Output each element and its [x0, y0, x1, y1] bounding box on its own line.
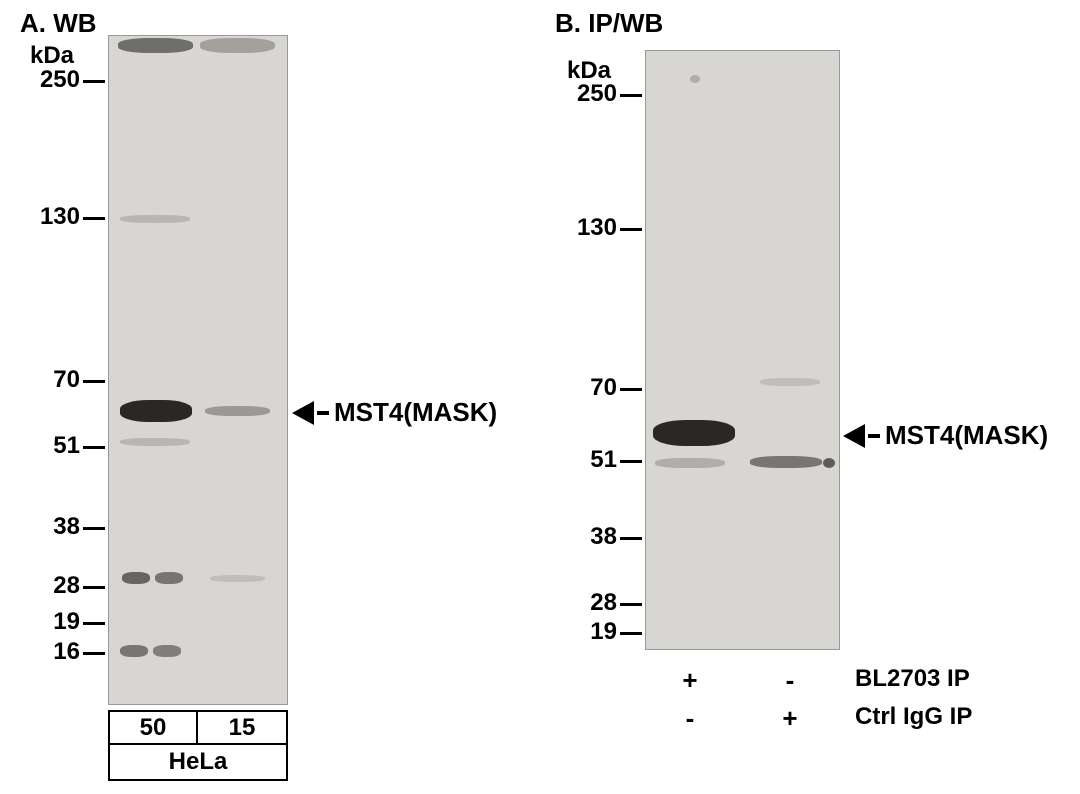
panel-b-tick	[620, 537, 642, 540]
panel-a-target-arrow: MST4(MASK)	[292, 397, 497, 428]
arrow-stem-icon	[868, 434, 880, 438]
panel-b-tick	[620, 460, 642, 463]
panel-a-tick	[83, 380, 105, 383]
band-b-main	[653, 420, 735, 446]
panel-a-cellline-label: HeLa	[169, 748, 228, 776]
panel-b-tick	[620, 603, 642, 606]
panel-b-marker-250: 250	[562, 80, 617, 108]
band-a-51below	[120, 438, 190, 446]
band-b-70	[760, 378, 820, 386]
panel-b-marker-130: 130	[562, 214, 617, 242]
panel-b-marker-38: 38	[577, 523, 617, 551]
panel-a-marker-51: 51	[40, 432, 80, 460]
band-a-28-2	[155, 572, 183, 584]
panel-b-marker-28: 28	[577, 589, 617, 617]
band-a-130	[120, 215, 190, 223]
panel-a-tick	[83, 446, 105, 449]
panel-a-target-text: MST4(MASK)	[334, 397, 497, 428]
panel-a-tick	[83, 80, 105, 83]
panel-a-marker-250: 250	[25, 66, 80, 94]
panel-b-marker-51: 51	[577, 446, 617, 474]
panel-b-marker-19: 19	[577, 618, 617, 646]
panel-a-tick	[83, 622, 105, 625]
western-blot-b	[645, 50, 840, 650]
panel-a-tick	[83, 527, 105, 530]
panel-b-marker-70: 70	[577, 374, 617, 402]
panel-a-title: A. WB	[20, 8, 97, 39]
ip-row1-label: BL2703 IP	[855, 665, 970, 693]
band-b-dot	[823, 458, 835, 468]
panel-a-marker-70: 70	[40, 366, 80, 394]
band-a-top-lane2	[200, 38, 275, 53]
panel-a-lane1-box: 50	[108, 710, 198, 745]
panel-b-tick	[620, 388, 642, 391]
ip-row1-lane1: +	[675, 665, 705, 696]
panel-a-tick	[83, 652, 105, 655]
arrow-head-icon	[843, 424, 865, 448]
panel-a-tick	[83, 586, 105, 589]
panel-b-tick	[620, 632, 642, 635]
panel-a-tick	[83, 217, 105, 220]
panel-a-cellline-box: HeLa	[108, 743, 288, 781]
western-blot-a	[108, 35, 288, 705]
band-a-main-lane1	[120, 400, 192, 422]
panel-a-marker-28: 28	[40, 572, 80, 600]
panel-a-marker-38: 38	[40, 513, 80, 541]
band-a-main-lane2	[205, 406, 270, 416]
panel-b-tick	[620, 94, 642, 97]
panel-a-marker-130: 130	[25, 203, 80, 231]
panel-b-target-arrow: MST4(MASK)	[843, 420, 1048, 451]
ip-row2-label: Ctrl IgG IP	[855, 703, 972, 731]
panel-a-lane2-box: 15	[196, 710, 288, 745]
panel-b-tick	[620, 228, 642, 231]
band-b-below2	[750, 456, 822, 468]
band-a-16-1	[120, 645, 148, 657]
panel-a-marker-16: 16	[40, 638, 80, 666]
band-a-28-1	[122, 572, 150, 584]
ip-row2-lane1: -	[675, 703, 705, 734]
panel-a-marker-19: 19	[40, 608, 80, 636]
arrow-stem-icon	[317, 411, 329, 415]
panel-b-title: B. IP/WB	[555, 8, 663, 39]
band-b-topdot	[690, 75, 700, 83]
band-a-top-lane1	[118, 38, 193, 53]
panel-a-lane1-label: 50	[140, 714, 167, 742]
panel-a-lane2-label: 15	[229, 714, 256, 742]
band-b-below1	[655, 458, 725, 468]
band-a-16-2	[153, 645, 181, 657]
band-a-28-lane2	[210, 575, 265, 582]
ip-row2-lane2: +	[775, 703, 805, 734]
panel-b-target-text: MST4(MASK)	[885, 420, 1048, 451]
ip-row1-lane2: -	[775, 665, 805, 696]
arrow-head-icon	[292, 401, 314, 425]
